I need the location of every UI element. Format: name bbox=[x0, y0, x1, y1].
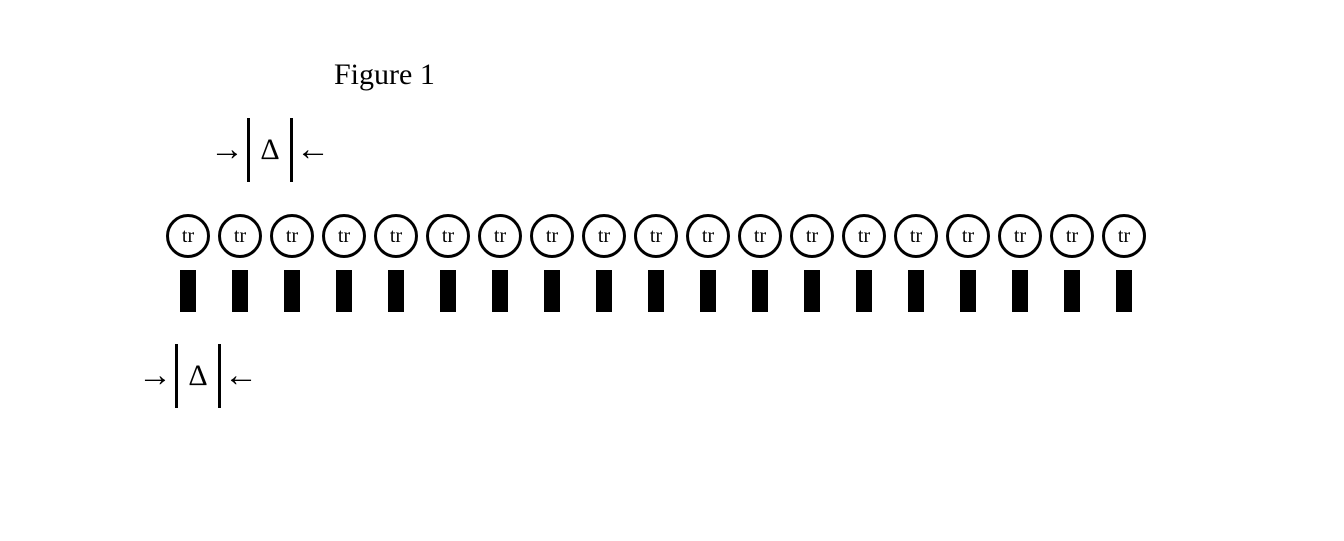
transducer-node: tr bbox=[842, 214, 886, 258]
arrow-left-icon: ← bbox=[296, 133, 330, 167]
dimension-bar bbox=[290, 118, 293, 182]
transducer-node: tr bbox=[946, 214, 990, 258]
delta-symbol: Δ bbox=[252, 135, 288, 165]
transducer-node: tr bbox=[270, 214, 314, 258]
transducer-node: tr bbox=[738, 214, 782, 258]
element-bar bbox=[284, 270, 300, 312]
arrow-right-icon: → bbox=[138, 359, 172, 393]
element-bar bbox=[804, 270, 820, 312]
element-bar bbox=[388, 270, 404, 312]
element-bar bbox=[908, 270, 924, 312]
transducer-node: tr bbox=[322, 214, 366, 258]
transducer-node: tr bbox=[998, 214, 1042, 258]
transducer-node: tr bbox=[166, 214, 210, 258]
element-bar bbox=[700, 270, 716, 312]
element-bar bbox=[1116, 270, 1132, 312]
transducer-node: tr bbox=[686, 214, 730, 258]
element-bar bbox=[336, 270, 352, 312]
figure-title: Figure 1 bbox=[334, 58, 435, 92]
delta-marker-bottom: → Δ ← bbox=[138, 344, 258, 408]
transducer-node: tr bbox=[218, 214, 262, 258]
element-bar bbox=[492, 270, 508, 312]
element-bar bbox=[648, 270, 664, 312]
transducer-node: tr bbox=[634, 214, 678, 258]
transducer-node: tr bbox=[530, 214, 574, 258]
element-bar bbox=[856, 270, 872, 312]
transducer-node: tr bbox=[1050, 214, 1094, 258]
delta-symbol: Δ bbox=[180, 361, 216, 391]
element-bar bbox=[1064, 270, 1080, 312]
transducer-row: trtrtrtrtrtrtrtrtrtrtrtrtrtrtrtrtrtrtr bbox=[166, 214, 1154, 258]
transducer-node: tr bbox=[894, 214, 938, 258]
transducer-node: tr bbox=[1102, 214, 1146, 258]
arrow-right-icon: → bbox=[210, 133, 244, 167]
element-bar bbox=[596, 270, 612, 312]
transducer-node: tr bbox=[478, 214, 522, 258]
transducer-node: tr bbox=[790, 214, 834, 258]
element-bar bbox=[440, 270, 456, 312]
element-bar bbox=[544, 270, 560, 312]
arrow-left-icon: ← bbox=[224, 359, 258, 393]
bar-row bbox=[166, 270, 1168, 312]
element-bar bbox=[180, 270, 196, 312]
transducer-node: tr bbox=[582, 214, 626, 258]
transducer-node: tr bbox=[374, 214, 418, 258]
transducer-node: tr bbox=[426, 214, 470, 258]
delta-marker-top: → Δ ← bbox=[210, 118, 330, 182]
dimension-bar bbox=[247, 118, 250, 182]
element-bar bbox=[752, 270, 768, 312]
element-bar bbox=[960, 270, 976, 312]
dimension-bar bbox=[218, 344, 221, 408]
dimension-bar bbox=[175, 344, 178, 408]
element-bar bbox=[1012, 270, 1028, 312]
element-bar bbox=[232, 270, 248, 312]
